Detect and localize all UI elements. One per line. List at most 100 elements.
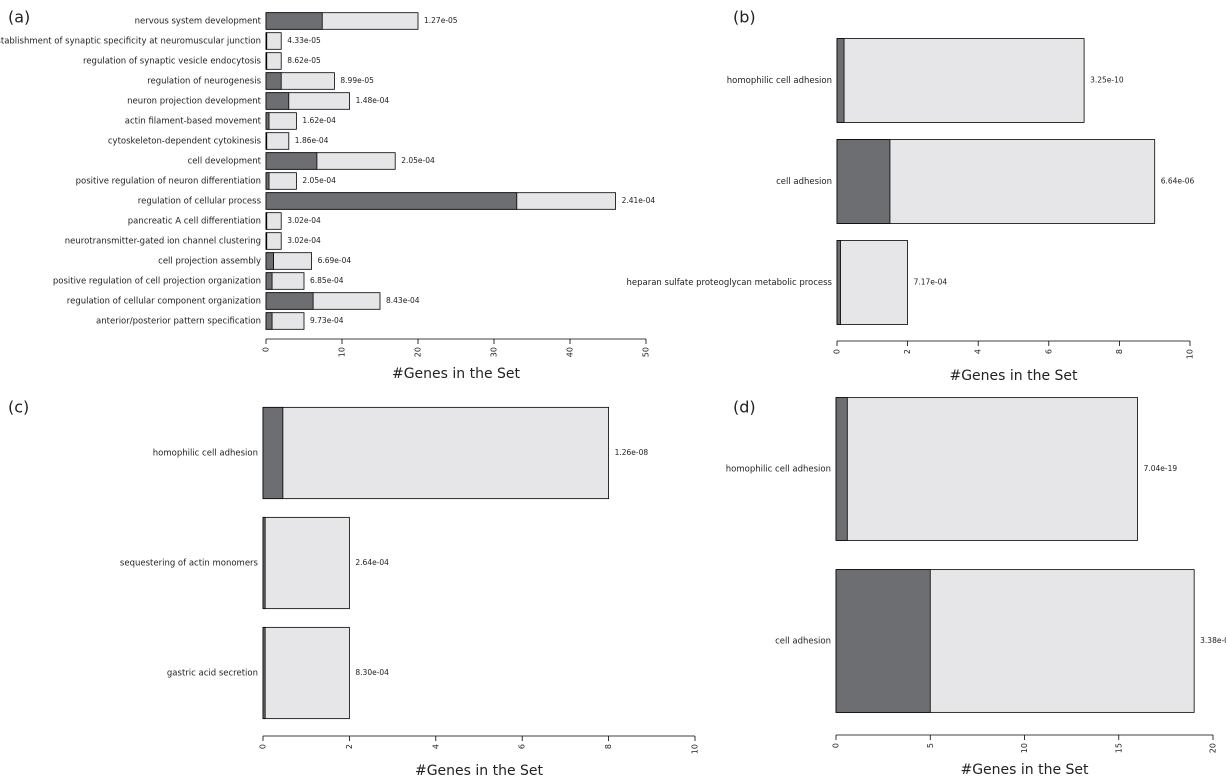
bar xyxy=(265,32,282,50)
p-value-label: 1.27e-05 xyxy=(424,16,458,25)
bar xyxy=(262,516,350,610)
x-tick-label: 0 xyxy=(833,349,842,354)
p-value-label: 2.05e-04 xyxy=(401,156,435,165)
category-label: positive regulation of cell projection o… xyxy=(53,277,261,287)
bar xyxy=(265,72,282,90)
bar xyxy=(265,172,270,190)
x-tick-label: 0 xyxy=(259,744,268,749)
bar xyxy=(265,52,282,70)
category-label: gastric acid secretion xyxy=(167,669,258,679)
x-tick-label: 20 xyxy=(414,347,423,357)
category-label: regulation of cellular process xyxy=(138,197,262,207)
bar xyxy=(836,38,845,123)
x-tick-label: 15 xyxy=(1114,743,1123,753)
bar xyxy=(265,192,518,210)
x-tick-label: 0 xyxy=(262,347,271,352)
bar xyxy=(265,312,273,330)
bar xyxy=(262,626,266,720)
x-tick-label: 10 xyxy=(691,744,700,754)
panel-label: (d) xyxy=(733,398,756,417)
bar xyxy=(265,12,323,30)
p-value-label: 6.69e-04 xyxy=(318,256,352,265)
panel-label: (a) xyxy=(8,8,30,27)
bar xyxy=(835,397,848,541)
x-tick-label: 10 xyxy=(338,347,347,357)
bar xyxy=(265,92,290,110)
bar xyxy=(265,212,268,230)
category-label: nervous system development xyxy=(135,17,262,27)
bar xyxy=(265,172,297,190)
category-label: regulation of cellular component organiz… xyxy=(67,297,261,307)
category-label: anterior/posterior pattern specification xyxy=(96,317,261,327)
category-label: pancreatic A cell differentiation xyxy=(128,217,261,227)
p-value-label: 4.33e-05 xyxy=(287,36,321,45)
p-value-label: 1.86e-04 xyxy=(295,136,329,145)
bar xyxy=(835,397,1139,541)
x-tick-label: 6 xyxy=(518,744,527,749)
category-label: establishment of synaptic specificity at… xyxy=(0,37,261,47)
bar xyxy=(262,406,610,500)
p-value-label: 1.62e-04 xyxy=(302,116,336,125)
bar xyxy=(265,232,268,250)
category-label: actin filament-based movement xyxy=(125,117,262,127)
x-axis-label: #Genes in the Set xyxy=(392,366,521,382)
p-value-label: 3.02e-04 xyxy=(287,216,321,225)
x-tick-label: 2 xyxy=(345,744,354,749)
p-value-label: 8.99e-05 xyxy=(340,76,374,85)
p-value-label: 2.64e-04 xyxy=(355,558,389,567)
x-tick-label: 0 xyxy=(832,743,841,748)
bar xyxy=(265,112,270,130)
category-label: cell projection assembly xyxy=(158,257,261,267)
category-label: homophilic cell adhesion xyxy=(153,449,258,459)
category-label: cell adhesion xyxy=(776,177,832,187)
p-value-label: 6.85e-04 xyxy=(310,276,344,285)
p-value-label: 2.41e-04 xyxy=(622,196,656,205)
x-tick-label: 50 xyxy=(642,347,651,357)
category-label: homophilic cell adhesion xyxy=(726,465,831,475)
bar xyxy=(836,139,891,224)
x-tick-label: 10 xyxy=(1186,349,1195,359)
p-value-label: 8.43e-04 xyxy=(386,296,420,305)
bar xyxy=(262,406,284,500)
bar xyxy=(265,272,273,290)
p-value-label: 6.64e-06 xyxy=(1161,177,1195,186)
p-value-label: 8.30e-04 xyxy=(355,668,389,677)
category-label: heparan sulfate proteoglycan metabolic p… xyxy=(627,278,833,288)
bar xyxy=(265,52,268,70)
bar xyxy=(262,626,350,720)
bar xyxy=(836,240,908,325)
category-label: regulation of neurogenesis xyxy=(147,77,261,87)
p-value-label: 1.48e-04 xyxy=(356,96,390,105)
x-tick-label: 20 xyxy=(1209,743,1218,753)
category-label: positive regulation of neuron differenti… xyxy=(76,177,261,187)
bar xyxy=(265,132,268,150)
x-axis-label: #Genes in the Set xyxy=(415,763,544,777)
bar xyxy=(262,516,266,610)
bar xyxy=(265,152,318,170)
p-value-label: 1.26e-08 xyxy=(615,448,649,457)
panel-label: (b) xyxy=(733,8,756,27)
category-label: homophilic cell adhesion xyxy=(727,76,832,86)
bar xyxy=(836,38,1085,123)
p-value-label: 9.73e-04 xyxy=(310,316,344,325)
x-tick-label: 5 xyxy=(926,743,935,748)
p-value-label: 2.05e-04 xyxy=(302,176,336,185)
category-label: cell adhesion xyxy=(775,637,831,647)
p-value-label: 7.04e-19 xyxy=(1144,464,1178,473)
x-tick-label: 8 xyxy=(1115,349,1124,354)
panel-label: (c) xyxy=(8,398,29,417)
x-tick-label: 4 xyxy=(974,349,983,354)
p-value-label: 3.38e-07 xyxy=(1200,636,1226,645)
bar xyxy=(265,292,314,310)
x-axis-label: #Genes in the Set xyxy=(960,762,1089,777)
category-label: cell development xyxy=(188,157,262,167)
p-value-label: 8.62e-05 xyxy=(287,56,321,65)
category-label: cytoskeleton-dependent cytokinesis xyxy=(108,137,262,147)
bar xyxy=(265,232,282,250)
p-value-label: 3.25e-10 xyxy=(1090,76,1124,85)
p-value-label: 7.17e-04 xyxy=(914,278,948,287)
x-tick-label: 30 xyxy=(490,347,499,357)
bar xyxy=(835,569,931,713)
category-label: neuron projection development xyxy=(127,97,261,107)
